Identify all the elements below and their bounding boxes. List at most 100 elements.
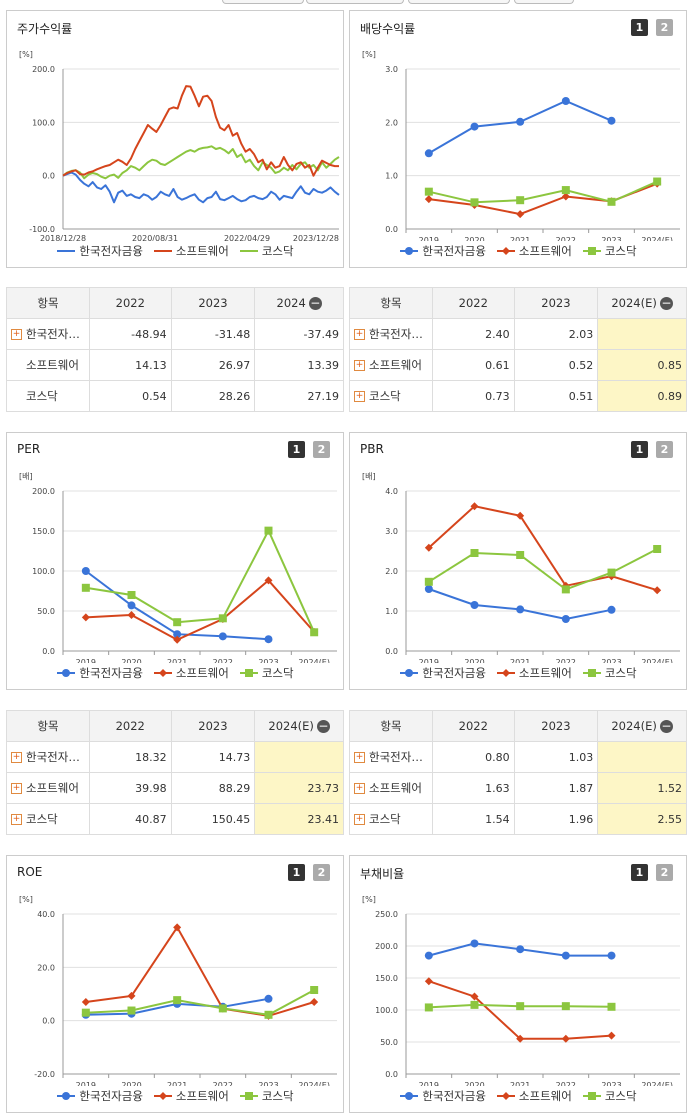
x-tick-label: 2020 (464, 1081, 484, 1086)
legend-label: 소프트웨어 (518, 1089, 572, 1103)
value-cell: 0.52 (513, 349, 599, 381)
chart-page-2-button[interactable]: 2 (656, 864, 673, 881)
chart-page-2-button[interactable]: 2 (656, 441, 673, 458)
chart-page-2-button[interactable]: 2 (656, 19, 673, 36)
value-cell: 88.29 (170, 772, 256, 804)
legend-item[interactable]: 소프트웨어 (496, 665, 572, 681)
x-tick-label: 2020 (464, 236, 484, 241)
legend-item[interactable]: 코스닥 (582, 665, 637, 681)
legend-item[interactable]: 소프트웨어 (153, 243, 229, 259)
collapse-column-icon[interactable]: − (308, 296, 322, 310)
collapse-column-icon[interactable]: − (659, 719, 673, 733)
y-tick-label: 3.0 (385, 527, 398, 536)
row-label: 한국전자… (26, 750, 80, 764)
collapse-column-icon[interactable]: − (659, 296, 673, 310)
row-label-cell: + 소프트웨어 (6, 772, 90, 804)
x-tick-label: 2019 (419, 236, 439, 241)
chart-page-1-button[interactable]: 1 (631, 19, 648, 36)
legend-item[interactable]: 소프트웨어 (496, 1088, 572, 1104)
data-point (127, 1006, 136, 1015)
per-panel: PER 1 2 [배] 200.0 150.0 100.0 50.0 0.0 2019 202… (6, 432, 344, 690)
y-unit-label: [%] (19, 895, 33, 904)
legend-item[interactable]: 한국전자금융 (56, 665, 143, 681)
x-tick-label: 2024(E) (641, 658, 673, 663)
legend-label: 한국전자금융 (79, 244, 143, 258)
value-cell: 28.26 (170, 380, 256, 412)
data-point (173, 635, 182, 644)
y-tick-label: 0.0 (385, 647, 398, 656)
dividend-yield-panel: 배당수익률 1 2 [%] 3.0 2.0 1.0 0.0 2019 2020 2021 202… (349, 10, 687, 268)
legend-item[interactable]: 한국전자금융 (399, 665, 486, 681)
value-cell: 0.80 (431, 741, 515, 773)
header-label: 2024 (276, 296, 306, 310)
legend-marker-symbol (400, 1092, 419, 1100)
column-header-year: 2023 (170, 710, 256, 742)
toolbar-tab[interactable] (514, 0, 574, 4)
y-tick-label: 4.0 (385, 487, 398, 496)
row-label-cell: + 코스닥 (349, 380, 433, 412)
legend-item[interactable]: 코스닥 (239, 665, 294, 681)
chart-page-2-button[interactable]: 2 (313, 441, 330, 458)
collapse-column-icon[interactable]: − (316, 719, 330, 733)
x-tick-label: 2024(E) (298, 1081, 330, 1086)
y-tick-label: 200.0 (32, 487, 55, 496)
chart-page-1-button[interactable]: 1 (631, 441, 648, 458)
legend-item[interactable]: 한국전자금융 (399, 1088, 486, 1104)
legend-marker-symbol (239, 1092, 258, 1100)
y-tick-label: 0.0 (42, 172, 55, 181)
data-point (264, 1010, 273, 1019)
toolbar-tab[interactable] (306, 0, 404, 4)
series-line (85, 528, 316, 633)
chart-page-1-button[interactable]: 1 (288, 441, 305, 458)
row-label: 한국전자… (26, 327, 80, 341)
legend-item[interactable]: 소프트웨어 (153, 665, 229, 681)
table-row: + 한국전자… 18.32 14.73 (6, 741, 344, 773)
legend-marker-symbol (582, 1092, 601, 1100)
legend-item[interactable]: 코스닥 (239, 1088, 294, 1104)
data-point (310, 628, 319, 637)
header-label: 2023 (198, 296, 228, 310)
column-header-year: 2024(E) − (254, 710, 344, 742)
row-label-cell: + 한국전자… (6, 741, 90, 773)
chart-page-2-button[interactable]: 2 (313, 864, 330, 881)
legend-item[interactable]: 코스닥 (582, 1088, 637, 1104)
panel-title: 배당수익률 (360, 22, 416, 36)
toolbar-tab[interactable] (222, 0, 304, 4)
x-tick-label: 2024(E) (641, 1081, 673, 1086)
debt-ratio-chart: [%] 250.0 200.0 150.0 100.0 50.0 0.0 2019 2020 20… (362, 895, 680, 1086)
expand-row-icon[interactable]: + (354, 752, 365, 763)
value-cell: -37.49 (254, 318, 344, 350)
legend-item[interactable]: 코스닥 (582, 243, 637, 259)
legend-item[interactable]: 한국전자금융 (56, 243, 143, 259)
expand-row-icon[interactable]: + (11, 783, 22, 794)
expand-row-icon[interactable]: + (11, 814, 22, 825)
data-point (81, 567, 90, 575)
chart-page-1-button[interactable]: 1 (631, 864, 648, 881)
chart-page-1-button[interactable]: 1 (288, 864, 305, 881)
roe-chart: [%] 40.0 20.0 0.0 -20.0 2019 2020 2021 2022 2023 2… (19, 895, 337, 1086)
y-tick-label: 40.0 (37, 910, 55, 919)
expand-row-icon[interactable]: + (354, 391, 365, 402)
column-header-year: 2023 (513, 710, 599, 742)
expand-row-icon[interactable]: + (354, 360, 365, 371)
expand-row-icon[interactable]: + (354, 783, 365, 794)
legend-item[interactable]: 코스닥 (239, 243, 294, 259)
legend-marker-symbol (400, 669, 419, 677)
expand-row-icon[interactable]: + (11, 329, 22, 340)
legend-item[interactable]: 소프트웨어 (153, 1088, 229, 1104)
data-point (310, 998, 319, 1006)
x-tick-label: 2019 (76, 1081, 96, 1086)
expand-row-icon[interactable]: + (354, 329, 365, 340)
legend-item[interactable]: 한국전자금융 (56, 1088, 143, 1104)
data-point (607, 1002, 616, 1011)
toolbar-tab[interactable] (408, 0, 510, 4)
expand-row-icon[interactable]: + (354, 814, 365, 825)
table-row: + 코스닥 1.54 1.96 2.55 (349, 803, 687, 835)
x-tick-label: 2020 (121, 658, 141, 663)
series-line (428, 505, 658, 592)
legend-item[interactable]: 한국전자금융 (399, 243, 486, 259)
expand-row-icon[interactable]: + (11, 752, 22, 763)
legend-item[interactable]: 소프트웨어 (496, 243, 572, 259)
data-point (561, 615, 570, 623)
